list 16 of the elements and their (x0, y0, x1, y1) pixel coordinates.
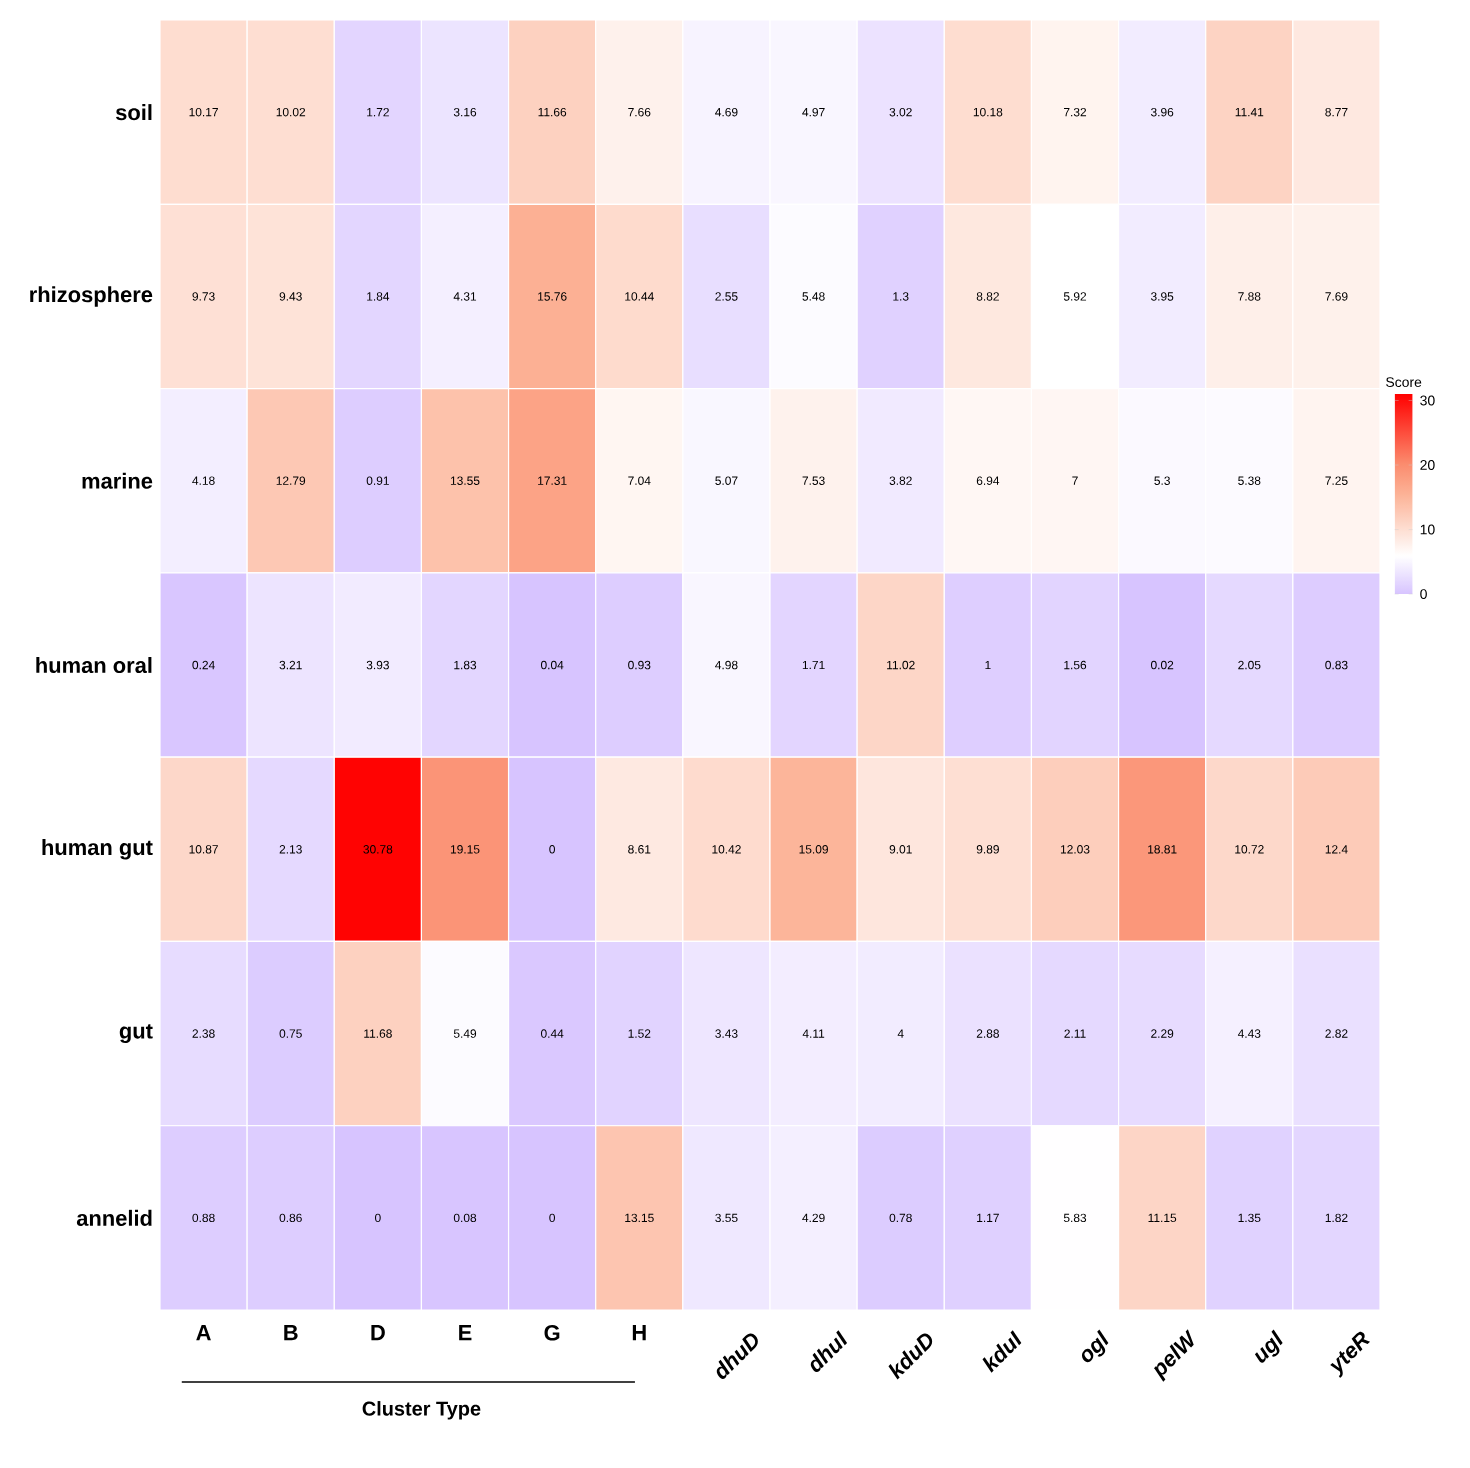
x-tick-label: E (459, 1325, 472, 1341)
x-tick-label: D (371, 1325, 385, 1341)
x-axis-title: Cluster Type (362, 1401, 481, 1420)
x-tick-label: H (632, 1325, 646, 1341)
x-tick-label: ogl (1081, 1329, 1109, 1363)
x-tick-label: A (196, 1325, 211, 1341)
x-tick-label: ugl (1254, 1329, 1283, 1363)
x-tick-label: G (544, 1325, 560, 1341)
y-tick-label: marine (82, 472, 153, 489)
y-tick-label: soil (115, 104, 152, 121)
x-tick-label: B (284, 1325, 298, 1341)
y-tick-label: rhizosphere (30, 286, 153, 307)
y-tick-label: human oral (36, 656, 152, 674)
y-tick-label: gut (119, 1024, 153, 1044)
y-tick-label: human gut (42, 839, 153, 860)
y-tick-label: annelid (76, 1209, 152, 1226)
